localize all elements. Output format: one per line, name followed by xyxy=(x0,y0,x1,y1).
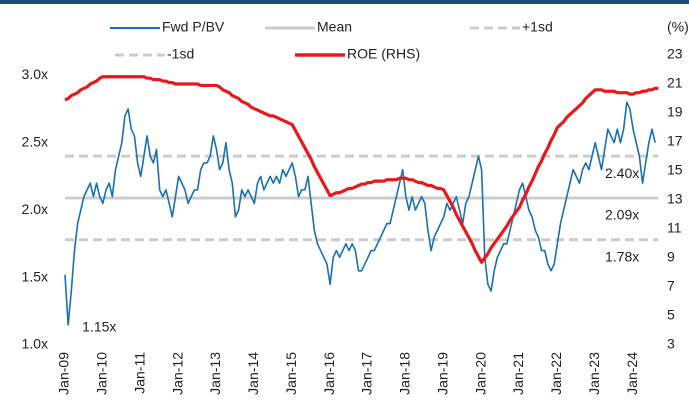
y2-tick-label: 7 xyxy=(667,278,675,294)
y2-tick-label: 13 xyxy=(667,191,683,207)
x-tick-label: Jan-20 xyxy=(472,352,488,395)
top-bar xyxy=(0,0,689,4)
series-line xyxy=(64,101,656,326)
legend-label: Mean xyxy=(317,19,352,35)
x-tick-label: Jan-11 xyxy=(131,352,147,394)
y2-tick-label: 5 xyxy=(667,307,675,323)
y2-axis-label: (%) xyxy=(667,19,689,35)
legend-label: Fwd P/BV xyxy=(162,19,225,35)
x-tick-label: Jan-13 xyxy=(207,352,223,395)
legend-label: +1sd xyxy=(522,19,553,35)
y2-tick-label: 11 xyxy=(667,220,682,236)
y2-tick-label: 17 xyxy=(667,133,683,149)
y-tick-label: 2.0x xyxy=(22,201,48,217)
x-tick-label: Jan-16 xyxy=(321,352,337,395)
x-tick-label: Jan-10 xyxy=(94,352,110,395)
x-tick-label: Jan-14 xyxy=(245,352,261,395)
x-tick-label: Jan-18 xyxy=(397,352,413,395)
x-tick-label: Jan-12 xyxy=(169,352,185,395)
x-tick-label: Jan-15 xyxy=(283,352,299,395)
y2-tick-label: 9 xyxy=(667,249,675,265)
x-tick-label: Jan-19 xyxy=(434,352,450,395)
series-line xyxy=(64,75,659,264)
x-tick-label: Jan-23 xyxy=(586,352,602,395)
y2-tick-label: 15 xyxy=(667,162,683,178)
y-tick-label: 1.0x xyxy=(22,336,48,352)
legend-label: ROE (RHS) xyxy=(347,46,420,62)
legend-label: -1sd xyxy=(167,46,194,62)
x-tick-label: Jan-21 xyxy=(510,352,526,395)
x-tick-label: Jan-09 xyxy=(56,352,72,395)
annotation: 1.15x xyxy=(82,318,116,334)
y-tick-label: 1.5x xyxy=(22,268,48,284)
reference-label: 1.78x xyxy=(605,248,639,264)
y2-tick-label: 21 xyxy=(667,75,683,91)
x-tick-label: Jan-24 xyxy=(624,352,640,395)
reference-label: 2.09x xyxy=(605,207,639,223)
y2-tick-label: 23 xyxy=(667,46,683,62)
y2-tick-label: 3 xyxy=(667,336,675,352)
y2-tick-label: 19 xyxy=(667,104,683,120)
reference-label: 2.40x xyxy=(605,165,639,181)
x-tick-label: Jan-17 xyxy=(359,352,375,395)
y-tick-label: 3.0x xyxy=(22,66,48,82)
x-tick-label: Jan-22 xyxy=(548,352,564,395)
y-tick-label: 2.5x xyxy=(22,133,48,149)
